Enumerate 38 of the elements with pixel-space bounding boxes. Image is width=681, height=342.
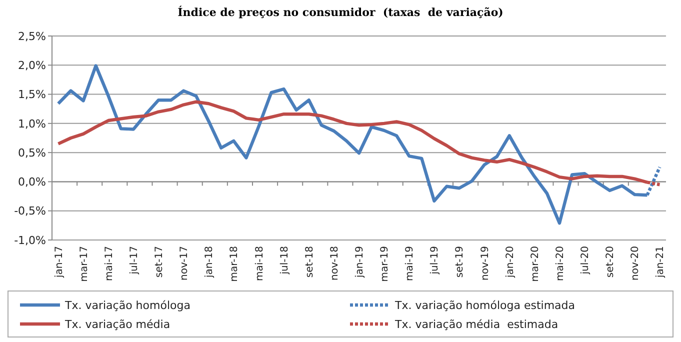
chart-title: Índice de preços no consumidor (taxas de variação) [178,5,504,19]
legend-label: Tx. variação média estimada [394,318,558,331]
y-tick-label: 1,0% [18,117,46,130]
y-tick-label: -0,5% [14,204,46,218]
legend-label: Tx. variação homóloga estimada [394,298,576,312]
x-tick-label: jan-19 [354,246,366,279]
x-tick-label: set-17 [154,246,166,278]
x-tick-label: nov-18 [329,246,340,280]
x-tick-label: set-18 [304,246,316,278]
x-tick-label: mar-18 [229,246,240,282]
x-tick-label: mai-17 [104,246,115,281]
x-tick-label: mai-18 [254,246,266,281]
x-tick-label: jan-17 [54,246,65,279]
x-tick-label: jul-20 [580,246,592,276]
x-tick-label: mai-20 [554,246,566,281]
y-tick-label: -1,0% [14,234,46,247]
x-tick-label: jul-17 [128,246,140,276]
x-tick-label: set-20 [605,246,616,278]
x-tick-label: mar-20 [530,246,541,282]
y-tick-label: 0,0% [18,176,46,189]
x-tick-label: set-19 [454,246,466,278]
y-tick-label: 1,5% [18,88,46,102]
legend-label: Tx. variação homóloga [64,298,190,312]
x-tick-label: mai-19 [404,246,416,281]
x-tick-label: jul-18 [279,246,290,276]
x-tick-label: nov-19 [480,246,491,280]
x-tick-label: nov-20 [630,246,642,280]
legend-label: Tx. variação média [64,318,170,331]
y-tick-label: 2,5% [18,30,46,43]
x-tick-label: jan-20 [504,246,516,279]
x-tick-label: jul-19 [430,246,441,276]
y-tick-label: 2,0% [18,58,46,72]
y-tick-label: 0,5% [18,146,46,160]
x-tick-label: jan-18 [204,246,216,279]
x-tick-label: mar-19 [380,246,391,282]
x-tick-label: mar-17 [78,246,90,282]
x-tick-label: jan-21 [655,246,666,279]
x-tick-label: nov-17 [179,246,190,280]
